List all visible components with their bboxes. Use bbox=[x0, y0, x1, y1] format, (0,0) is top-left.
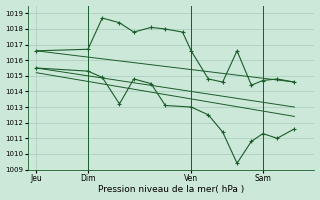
X-axis label: Pression niveau de la mer( hPa ): Pression niveau de la mer( hPa ) bbox=[98, 185, 244, 194]
